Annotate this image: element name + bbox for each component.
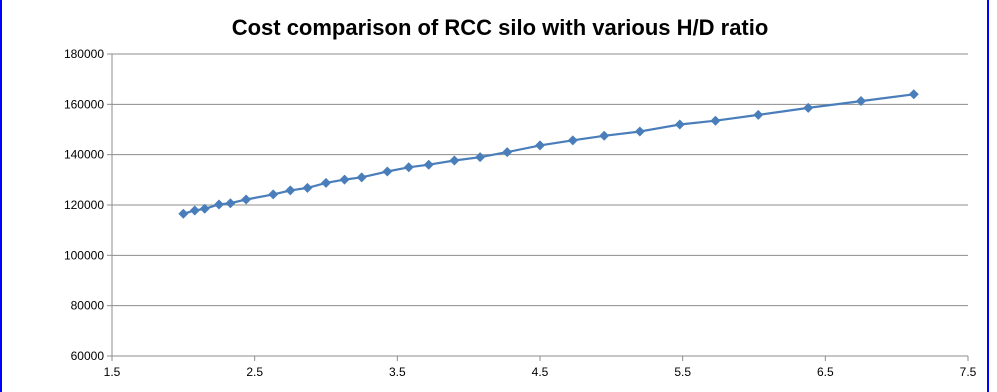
data-point [423, 159, 434, 170]
grid-layer [112, 53, 968, 307]
data-point [535, 140, 545, 151]
data-point [214, 199, 224, 210]
axis-layer: 60000 80000 100000 120000 140000 160000 180000… [64, 47, 977, 379]
data-point [302, 182, 313, 193]
y-tick-label: 100000 [64, 248, 104, 262]
data-point [856, 96, 866, 107]
y-tick-label: 160000 [64, 97, 104, 111]
data-point [599, 130, 610, 141]
x-tick-label: 4.5 [532, 365, 549, 379]
y-tick-label: 140000 [64, 148, 104, 162]
data-point [567, 135, 578, 146]
x-tick-label: 7.5 [960, 365, 977, 379]
data-point [178, 208, 189, 219]
x-tick-label: 3.5 [389, 365, 406, 379]
chart-title: Cost comparison of RCC silo with various… [232, 15, 769, 40]
data-point [189, 205, 200, 216]
data-point [356, 172, 367, 183]
series-layer [178, 89, 919, 219]
data-point [241, 194, 252, 205]
y-tick-label: 120000 [64, 198, 104, 212]
x-tick-label: 5.5 [674, 365, 691, 379]
data-point [634, 126, 645, 137]
data-point [268, 189, 279, 200]
data-point [710, 115, 721, 126]
data-point [339, 174, 350, 185]
y-tick-label: 60000 [71, 349, 105, 363]
x-tick-label: 1.5 [104, 365, 121, 379]
data-point [475, 152, 486, 163]
data-point [321, 177, 331, 188]
data-point [285, 185, 296, 196]
x-tick-label: 2.5 [246, 365, 263, 379]
series-line [182, 93, 914, 215]
data-point [753, 109, 764, 120]
data-point [502, 147, 513, 158]
data-point [382, 166, 393, 177]
data-point [674, 119, 685, 130]
data-point [199, 203, 210, 214]
data-point [803, 102, 814, 113]
data-point [225, 198, 236, 209]
data-point [908, 89, 919, 100]
data-point [403, 162, 414, 173]
x-tick-label: 6.5 [817, 365, 834, 379]
y-tick-label: 180000 [64, 47, 104, 61]
data-point [449, 155, 460, 166]
y-tick-label: 80000 [71, 299, 105, 313]
